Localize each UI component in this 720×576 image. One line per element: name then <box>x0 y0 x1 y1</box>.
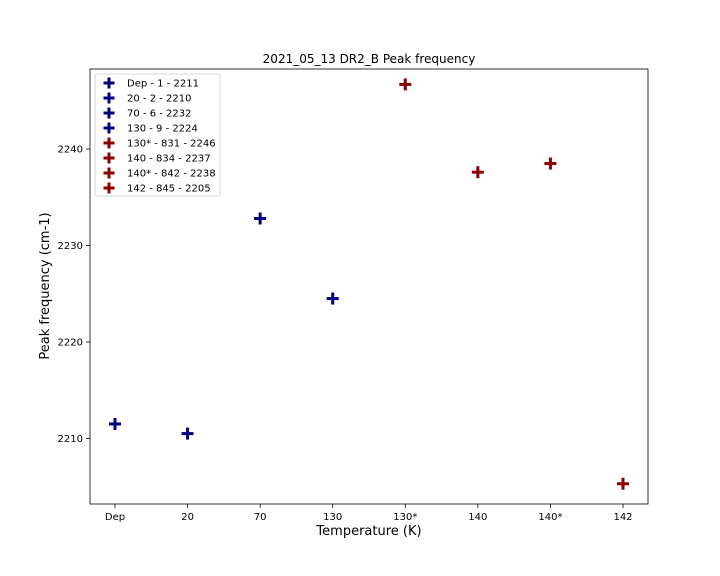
x-tick-label: 140* <box>538 512 562 523</box>
legend-label: 70 - 6 - 2232 <box>127 109 191 120</box>
legend-marker <box>103 137 115 149</box>
x-axis: Dep 20 70 130 130* 140 140* 142 <box>105 504 633 523</box>
data-point <box>326 292 339 305</box>
data-point <box>471 166 484 179</box>
data-point <box>399 78 412 91</box>
y-tick-label: 2220 <box>58 337 83 348</box>
data-point <box>544 157 557 170</box>
legend-marker <box>103 77 115 89</box>
x-tick-label: 20 <box>181 512 194 523</box>
legend-marker <box>103 122 115 134</box>
legend-label: 142 - 845 - 2205 <box>127 184 211 195</box>
x-tick-label: 130 <box>323 512 342 523</box>
data-points <box>109 78 629 490</box>
y-axis-label: Peak frequency (cm-1) <box>38 212 53 359</box>
x-tick-label: 70 <box>254 512 267 523</box>
y-tick-label: 2210 <box>58 434 83 445</box>
data-point <box>617 477 629 490</box>
legend-marker <box>103 182 115 194</box>
legend-label: 140* - 842 - 2238 <box>127 169 216 180</box>
x-tick-label: 142 <box>613 512 632 523</box>
legend-label: 140 - 834 - 2237 <box>127 154 211 165</box>
y-axis: 2210 2220 2230 2240 <box>58 145 90 445</box>
legend-box <box>94 73 221 197</box>
x-tick-label: 130* <box>393 512 417 523</box>
plot-frame <box>89 68 649 505</box>
legend-label: 130 - 9 - 2224 <box>127 124 198 135</box>
x-axis-label: Temperature (K) <box>315 524 421 539</box>
x-tick-label: 140 <box>468 512 487 523</box>
legend-marker <box>103 167 115 179</box>
data-point <box>254 212 267 225</box>
chart-title: 2021_05_13 DR2_B Peak frequency <box>263 52 476 66</box>
legend-label: Dep - 1 - 2211 <box>127 79 199 90</box>
y-tick-label: 2230 <box>58 241 83 252</box>
y-tick-label: 2240 <box>58 145 83 156</box>
data-point <box>181 427 194 440</box>
legend-marker <box>103 107 115 119</box>
legend-label: 20 - 2 - 2210 <box>127 94 191 105</box>
legend: Dep - 1 - 2211 20 - 2 - 2210 70 - 6 - 2232… <box>94 73 221 197</box>
x-tick-label: Dep <box>105 512 125 523</box>
legend-marker <box>103 152 115 164</box>
data-point <box>109 417 121 430</box>
legend-label: 130* - 831 - 2246 <box>127 139 216 150</box>
legend-marker <box>103 92 115 104</box>
